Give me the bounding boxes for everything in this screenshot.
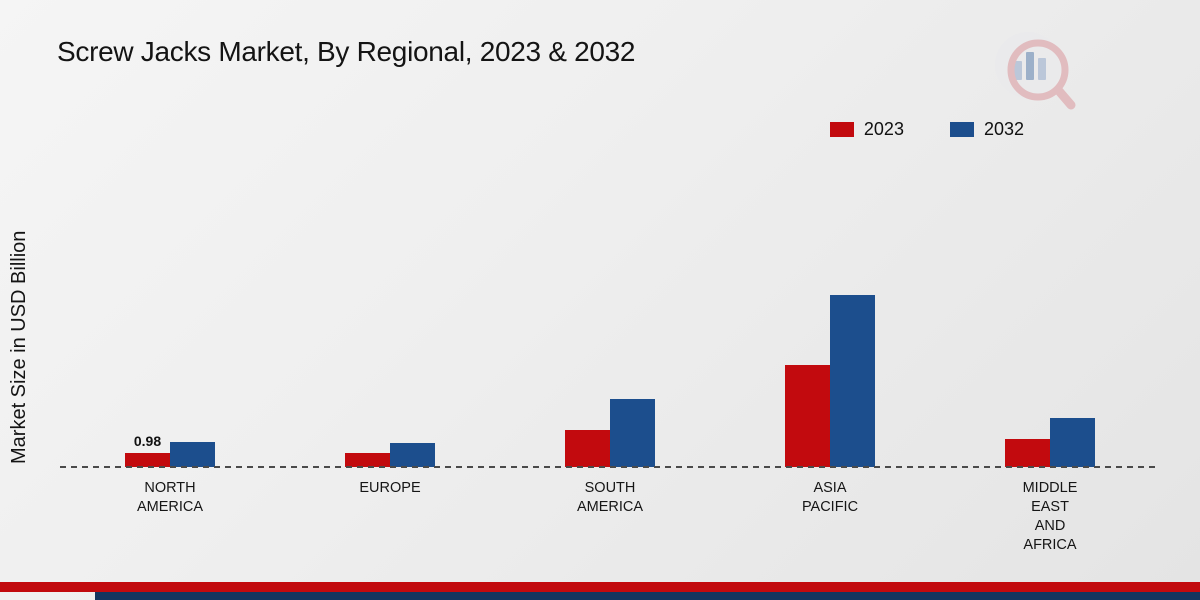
legend-swatch-2023 (829, 122, 854, 137)
category-label-line: AND (1034, 518, 1066, 535)
bar-group-middle-east-and-africa (940, 122, 1160, 467)
category-label-line: AMERICA (136, 499, 204, 516)
legend-label-2032: 2032 (983, 119, 1024, 139)
legend-item-2023: 2023 (829, 119, 904, 140)
category-label-north-america: NORTH AMERICA (60, 479, 280, 556)
bar-2032-south-america (610, 398, 655, 467)
axis-baseline (60, 466, 1160, 468)
bar-group-north-america: 0.98 (60, 122, 280, 467)
category-label-middle-east-and-africa: MIDDLE EAST AND AFRICA (940, 479, 1160, 556)
market-research-logo-icon (995, 32, 1076, 110)
bar-2032-asia-pacific (830, 295, 875, 467)
bar-2023-south-america (565, 430, 610, 467)
bar-2023-north-america: 0.98 (125, 433, 170, 467)
legend-label-2023: 2023 (863, 119, 904, 139)
bar-2023-europe (345, 452, 390, 467)
category-label-asia-pacific: ASIA PACIFIC (720, 479, 940, 556)
bar-2023-middle-east-and-africa (1005, 438, 1050, 467)
legend-swatch-2032 (949, 122, 974, 137)
bar-group-asia-pacific (720, 122, 940, 467)
category-labels: NORTH AMERICA EUROPE SOUTH AMERICA ASIA PACIFI… (60, 479, 1160, 556)
footer-band-red (0, 582, 1200, 592)
bar-2032-middle-east-and-africa (1050, 418, 1095, 467)
category-label-line: SOUTH (584, 480, 636, 496)
data-label-2023-north-america: 0.98 (133, 432, 162, 449)
legend-item-2032: 2032 (949, 119, 1024, 140)
category-label-line: PACIFIC (801, 499, 859, 516)
chart-title: Screw Jacks Market, By Regional, 2023 & … (57, 36, 636, 67)
category-label-line: NORTH (144, 480, 196, 496)
category-label-line: AMERICA (576, 499, 644, 516)
category-label-south-america: SOUTH AMERICA (500, 479, 720, 556)
bar-group-europe (280, 122, 500, 467)
category-label-line: ASIA (813, 480, 847, 496)
plot-area: 0.98 (60, 122, 1160, 467)
y-axis-label: Market Size in USD Billion (8, 230, 30, 464)
bar-2032-north-america (170, 441, 215, 467)
category-label-line: EUROPE (359, 480, 421, 496)
bar-2032-europe (390, 442, 435, 467)
category-label-line: AFRICA (1023, 537, 1077, 554)
bar-2023-asia-pacific (785, 364, 830, 467)
category-label-europe: EUROPE (280, 479, 500, 556)
legend: 2023 2032 (829, 119, 1024, 140)
footer-band-navy (95, 592, 1200, 600)
category-label-line: EAST (1031, 499, 1069, 516)
bar-group-south-america (500, 122, 720, 467)
category-label-line: MIDDLE (1022, 480, 1078, 496)
